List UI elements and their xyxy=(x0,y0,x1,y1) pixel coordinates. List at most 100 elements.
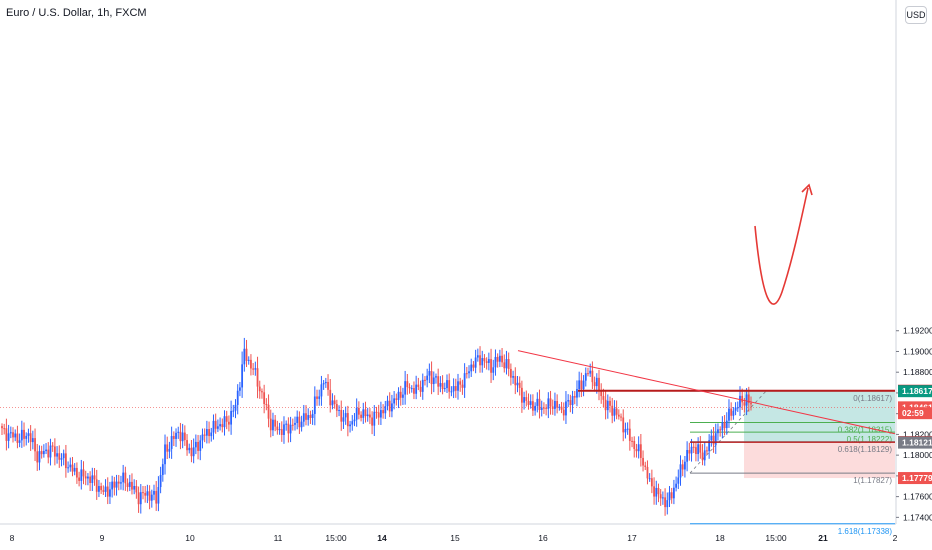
candle-body xyxy=(60,458,63,460)
candle-body xyxy=(324,381,327,384)
candle-body xyxy=(47,449,50,458)
candle-body xyxy=(9,432,12,434)
candle-body xyxy=(549,398,552,407)
candle-body xyxy=(243,348,246,365)
candle-body xyxy=(591,370,594,383)
candle-body xyxy=(245,348,248,361)
candle-body xyxy=(441,383,444,389)
candle-body xyxy=(329,389,332,406)
candle-body xyxy=(351,421,354,425)
candle-body xyxy=(617,414,620,417)
candle-body xyxy=(697,444,700,455)
candle-body xyxy=(124,472,127,484)
candle-body xyxy=(483,358,486,362)
candle-body xyxy=(338,409,340,411)
candle-body xyxy=(406,381,409,388)
candle-body xyxy=(468,371,470,374)
candle-body xyxy=(291,424,294,426)
candle-body xyxy=(1,426,3,429)
candle-body xyxy=(53,446,56,457)
candle-body xyxy=(498,355,501,362)
candle-body xyxy=(269,418,272,431)
stop-zone xyxy=(744,442,895,479)
candle-body xyxy=(276,426,279,431)
x-tick-label: 9 xyxy=(100,533,105,543)
price-label-box xyxy=(898,385,932,398)
candle-body xyxy=(520,387,523,403)
candle-body xyxy=(567,400,570,402)
candle-body xyxy=(117,481,120,484)
candle-body xyxy=(327,381,329,390)
candle-body xyxy=(487,359,490,363)
candle-body xyxy=(340,409,343,422)
candle-body xyxy=(443,388,446,390)
candle-body xyxy=(507,359,510,369)
candle-body xyxy=(159,474,162,488)
y-tick-label: 1.19000 xyxy=(903,346,932,356)
candle-body xyxy=(82,469,85,477)
candle-body xyxy=(428,371,431,376)
candle-body xyxy=(626,428,629,430)
candle-body xyxy=(239,387,241,391)
candle-body xyxy=(741,395,744,403)
candle-body xyxy=(232,410,235,412)
candle-body xyxy=(302,413,305,422)
candle-body xyxy=(512,376,514,378)
candle-body xyxy=(18,440,21,443)
candle-body xyxy=(177,431,180,433)
x-tick-label: 15:00 xyxy=(325,533,347,543)
candle-body xyxy=(525,397,528,401)
candle-body xyxy=(695,447,697,455)
candle-body xyxy=(677,477,680,484)
candle-body xyxy=(254,368,257,370)
candle-body xyxy=(492,367,495,373)
candle-body xyxy=(148,491,151,501)
candle-body xyxy=(708,440,711,452)
candle-body xyxy=(296,416,299,423)
candle-body xyxy=(664,497,666,508)
candle-body xyxy=(89,476,92,483)
candle-body xyxy=(747,394,750,404)
candle-body xyxy=(613,408,616,416)
x-tick-label: 21 xyxy=(818,533,828,543)
candle-body xyxy=(183,432,186,441)
candle-body xyxy=(349,424,351,427)
candle-body xyxy=(430,371,433,385)
candle-body xyxy=(146,491,149,496)
candle-body xyxy=(168,448,171,452)
fib-label: 0.618(1.18129) xyxy=(838,445,893,454)
candle-body xyxy=(344,413,347,418)
candle-body xyxy=(95,479,98,492)
candle-body xyxy=(135,486,138,493)
candle-body xyxy=(375,411,378,413)
candle-body xyxy=(104,486,107,492)
candle-body xyxy=(397,391,400,400)
candle-body xyxy=(186,440,188,451)
y-tick-label: 1.19200 xyxy=(903,326,932,336)
candle-body xyxy=(426,375,429,381)
candle-body xyxy=(252,368,255,370)
candle-body xyxy=(42,451,45,455)
candle-body xyxy=(686,450,689,462)
price-label-box xyxy=(898,436,932,449)
descending-trendline xyxy=(517,350,896,435)
candle-body xyxy=(106,486,109,497)
candle-body xyxy=(342,417,345,422)
candle-body xyxy=(20,429,23,441)
candle-body xyxy=(307,415,310,420)
candle-body xyxy=(485,361,488,363)
candle-body xyxy=(67,467,69,469)
candle-body xyxy=(595,377,598,387)
candle-body xyxy=(650,478,653,487)
candle-body xyxy=(45,449,47,452)
candle-body xyxy=(34,438,36,452)
candle-body xyxy=(261,391,263,393)
candle-body xyxy=(172,436,175,439)
candle-body xyxy=(644,465,647,467)
fib-label: 1.618(1.17338) xyxy=(838,527,893,536)
candle-body xyxy=(684,461,686,470)
candle-body xyxy=(606,400,609,411)
fib-label: 0.382(1.18315) xyxy=(838,425,893,434)
candle-body xyxy=(450,391,453,393)
currency-button[interactable]: USD xyxy=(905,6,927,24)
